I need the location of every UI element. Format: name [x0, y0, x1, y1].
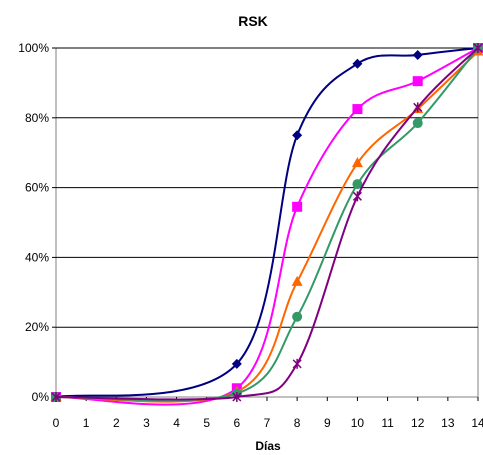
- series-line: [55, 47, 479, 401]
- data-point-square: [292, 201, 303, 212]
- x-tick-label: 6: [234, 416, 241, 430]
- x-tick-label: 10: [351, 416, 365, 430]
- x-tick-label: 4: [173, 416, 180, 430]
- y-tick-label: 40%: [25, 250, 49, 264]
- x-tick-label: 13: [441, 416, 455, 430]
- y-axis-ticks: 0% 20% 40% 60% 80% 100%: [18, 41, 56, 404]
- chart-title: RSK: [238, 13, 268, 29]
- data-point-diamond: [292, 130, 303, 141]
- series-line: [55, 47, 479, 406]
- data-point-square: [412, 76, 423, 87]
- data-point-square: [352, 104, 363, 115]
- data-point-diamond: [231, 358, 242, 369]
- y-tick-label: 100%: [18, 41, 49, 55]
- data-point-circle: [292, 311, 303, 322]
- data-point-diamond: [412, 49, 423, 60]
- y-tick-label: 60%: [25, 181, 49, 195]
- y-tick-label: 0%: [32, 390, 50, 404]
- x-tick-label: 2: [113, 416, 120, 430]
- gridlines: [56, 47, 478, 328]
- x-tick-label: 0: [53, 416, 60, 430]
- x-tick-label: 5: [203, 416, 210, 430]
- series-3: [50, 45, 483, 403]
- plot-area: [55, 47, 479, 398]
- y-tick-label: 20%: [25, 320, 49, 334]
- series-1: [51, 43, 483, 402]
- x-tick-label: 1: [83, 416, 90, 430]
- data-point-circle: [412, 118, 423, 129]
- series-4: [51, 43, 483, 402]
- series-group: [50, 43, 483, 406]
- x-tick-label: 12: [411, 416, 425, 430]
- x-tick-label: 11: [381, 416, 394, 430]
- series-line: [55, 47, 479, 402]
- x-tick-label: 9: [324, 416, 331, 430]
- data-point-circle: [352, 179, 363, 190]
- series-5: [51, 43, 483, 402]
- data-point-triangle: [351, 157, 363, 168]
- data-point-diamond: [352, 58, 363, 69]
- series-2: [51, 43, 483, 406]
- x-tick-label: 7: [264, 416, 271, 430]
- x-tick-label: 3: [143, 416, 150, 430]
- x-tick-label: 8: [294, 416, 301, 430]
- y-tick-label: 80%: [25, 111, 49, 125]
- x-tick-label: 14: [471, 416, 483, 430]
- data-point-triangle: [291, 275, 303, 286]
- x-axis-label: Días: [255, 439, 281, 453]
- series-line: [55, 47, 479, 398]
